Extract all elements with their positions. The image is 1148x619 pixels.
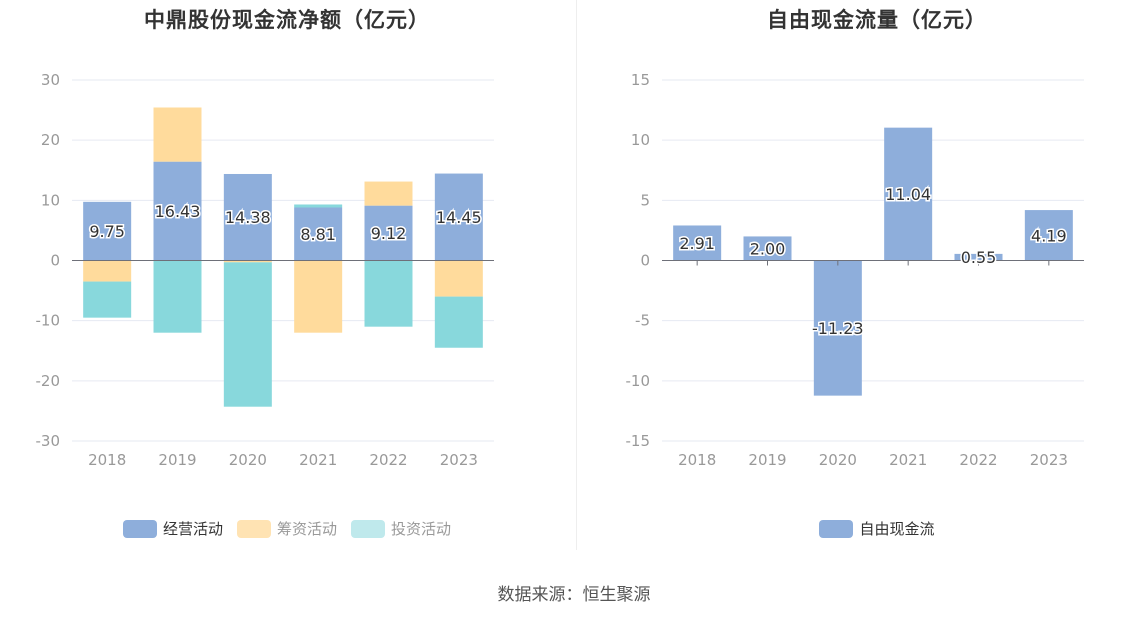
- data-source-note: 数据来源：恒生聚源: [497, 585, 651, 605]
- x-tick-label: 2021: [889, 451, 927, 469]
- legend-swatch-free-cashflow: [819, 519, 854, 538]
- y-tick-label: 0: [640, 252, 650, 270]
- legend-item-free-cashflow[interactable]: 自由现金流: [819, 518, 935, 539]
- x-tick-label: 2022: [959, 451, 997, 469]
- y-tick-label: 10: [631, 131, 650, 149]
- y-tick-label: -20: [36, 372, 61, 390]
- data-label: 14.45: [436, 208, 482, 227]
- x-tick-label: 2018: [88, 451, 126, 469]
- x-tick-label: 2019: [158, 451, 196, 469]
- bar-自由现金流: [673, 225, 722, 261]
- x-tick-label: 2023: [1030, 451, 1068, 469]
- bar-经营活动: [434, 173, 483, 261]
- bar-自由现金流: [743, 236, 792, 261]
- bar-经营活动: [153, 161, 202, 261]
- data-label: 16.43: [155, 202, 201, 221]
- bar-自由现金流: [884, 127, 933, 261]
- data-label: 11.04: [885, 185, 931, 204]
- chart-title: 中鼎股份现金流净额（亿元）: [144, 8, 430, 32]
- cashflow-chart: 30 20 10 0 -10 -20 -30 2018 2019 2020 2021 2022 2023…: [36, 71, 494, 469]
- chart-title: 自由现金流量（亿元）: [767, 8, 987, 32]
- x-tick-label: 2020: [819, 451, 857, 469]
- data-label: 14.38: [225, 208, 271, 227]
- y-tick-label: 20: [41, 131, 60, 149]
- y-tick-label: 10: [41, 191, 60, 209]
- bar-筹资活动: [434, 260, 483, 297]
- bar-经营活动: [364, 205, 413, 261]
- panel-divider: [576, 0, 577, 550]
- legend-swatch-financing: [236, 519, 271, 538]
- legend-swatch-investing: [351, 519, 385, 538]
- y-tick-label: 0: [50, 252, 60, 270]
- legend-label: 筹资活动: [276, 520, 337, 538]
- x-tick-label: 2021: [299, 451, 337, 469]
- x-tick-label: 2019: [748, 451, 786, 469]
- legend-item-financing[interactable]: 筹资活动: [236, 518, 337, 539]
- bar-经营活动: [294, 207, 343, 261]
- bar-自由现金流: [1024, 210, 1073, 261]
- y-tick-label: 5: [640, 191, 650, 209]
- bar-经营活动: [223, 173, 272, 261]
- data-label: 9.75: [89, 222, 125, 241]
- legend-label: 投资活动: [391, 520, 452, 538]
- bar-经营活动: [83, 201, 132, 261]
- bar-投资活动: [153, 260, 202, 333]
- legend-swatch-operating: [122, 519, 157, 538]
- legend-item-investing[interactable]: 投资活动: [351, 518, 451, 539]
- x-tick-label: 2020: [229, 451, 267, 469]
- y-tick-label: -30: [36, 432, 61, 450]
- bar-投资活动: [294, 204, 343, 208]
- x-tick-label: 2018: [678, 451, 716, 469]
- bar-投资活动: [434, 296, 483, 348]
- data-label: -11.23: [812, 319, 864, 338]
- data-label: 9.12: [371, 224, 407, 243]
- y-tick-label: 30: [41, 71, 60, 89]
- legend-label: 经营活动: [162, 520, 223, 538]
- free-cashflow-chart-panel: 自由现金流量（亿元） 15 10 5 0 -5 -10 -15 2018 2019 2020 202…: [590, 0, 1148, 560]
- bar-筹资活动: [83, 260, 132, 282]
- chart-legend: 自由现金流: [590, 518, 1148, 539]
- bar-自由现金流: [813, 260, 862, 396]
- chart-legend: 经营活动 筹资活动 投资活动: [0, 518, 574, 539]
- bar-自由现金流: [954, 253, 1003, 261]
- bar-筹资活动: [364, 181, 413, 206]
- legend-item-operating[interactable]: 经营活动: [122, 518, 223, 539]
- y-tick-label: -15: [626, 432, 651, 450]
- x-tick-label: 2022: [369, 451, 407, 469]
- cashflow-chart-panel: 中鼎股份现金流净额（亿元） 30 20 10 0 -10 -20 -30 2018 2019 20…: [0, 0, 574, 560]
- bar-筹资活动: [153, 107, 202, 162]
- y-tick-label: -10: [36, 312, 61, 330]
- x-tick-label: 2023: [440, 451, 478, 469]
- y-tick-label: 15: [631, 71, 650, 89]
- free-cashflow-chart: 15 10 5 0 -5 -10 -15 2018 2019 2020 2021 2022 2023 2.…: [626, 71, 1084, 469]
- y-tick-label: -10: [626, 372, 651, 390]
- bar-筹资活动: [223, 260, 272, 263]
- bar-投资活动: [364, 260, 413, 327]
- data-label: 8.81: [300, 225, 336, 244]
- data-label: 2.00: [750, 239, 786, 258]
- bar-投资活动: [83, 281, 132, 318]
- data-label: 0.55: [961, 248, 997, 267]
- legend-label: 自由现金流: [859, 520, 935, 538]
- y-tick-label: -5: [635, 312, 650, 330]
- data-label: 2.91: [679, 234, 715, 253]
- bar-投资活动: [223, 262, 272, 407]
- bar-筹资活动: [294, 260, 343, 333]
- data-label: 4.19: [1031, 226, 1067, 245]
